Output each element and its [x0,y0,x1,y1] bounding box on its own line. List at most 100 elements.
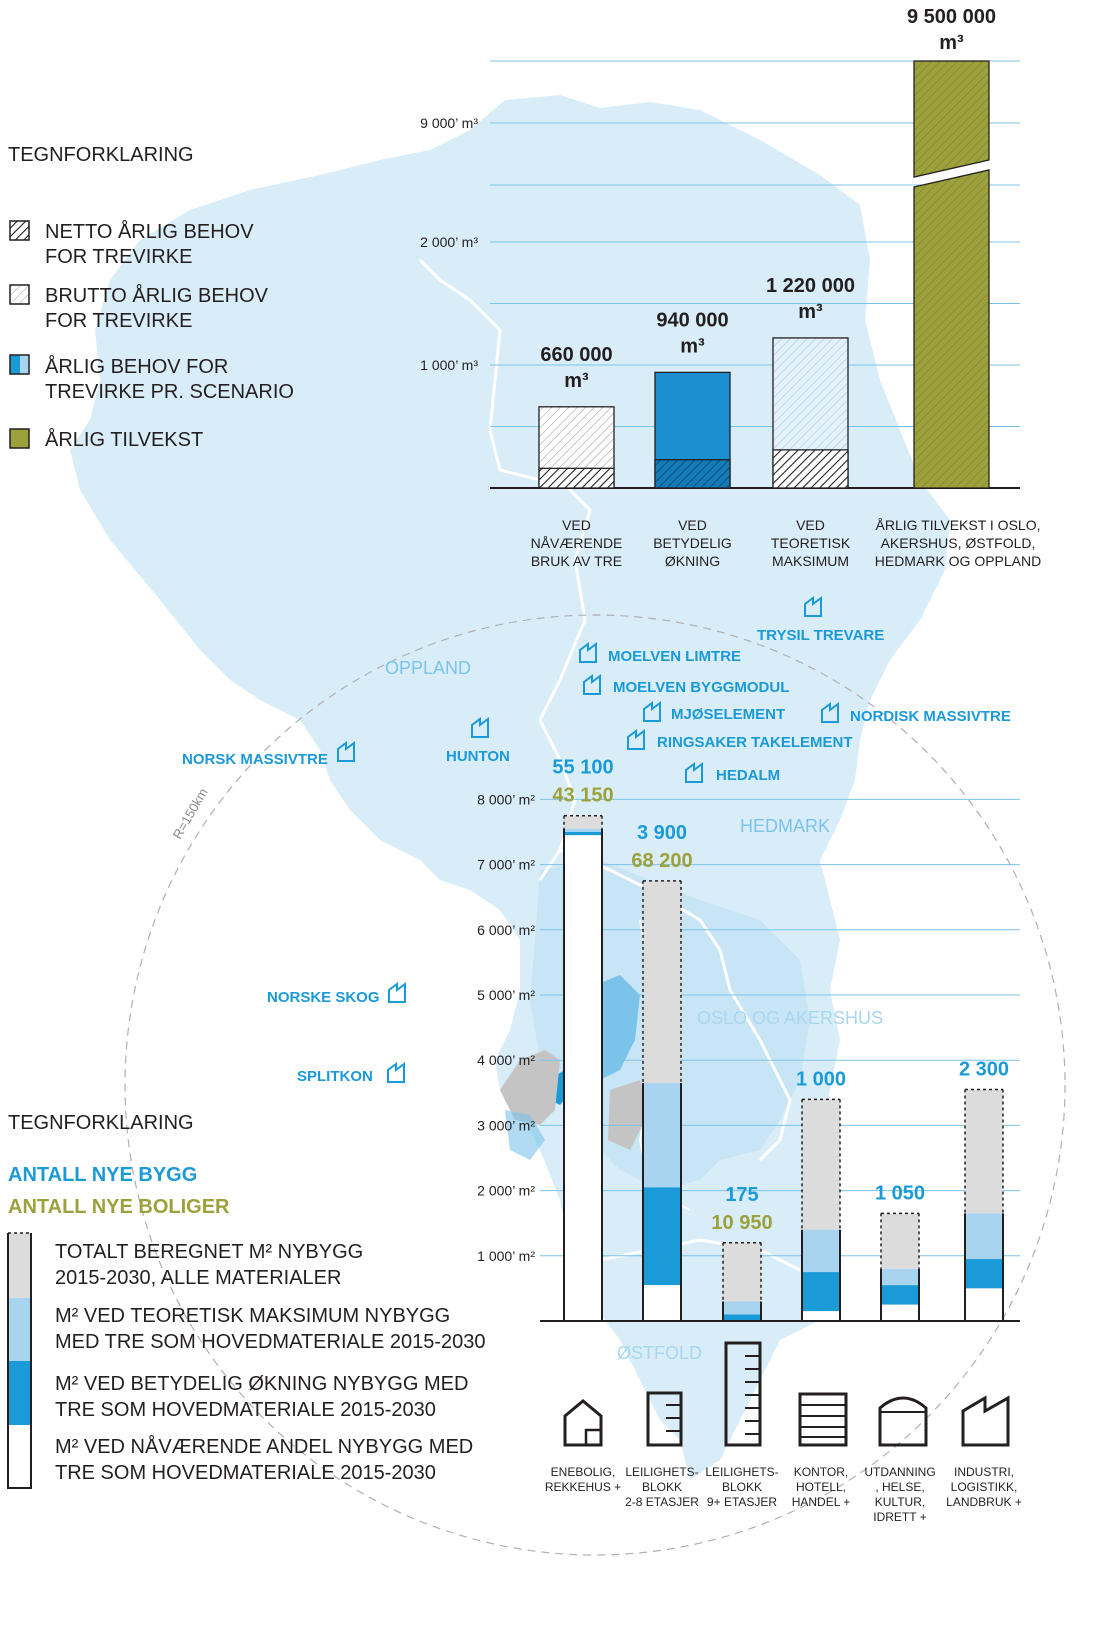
bar-netto [654,459,731,489]
legend-total-line2: 2015-2030, ALLE MATERIALER [55,1267,341,1289]
category-label: UTDANNING [864,1465,935,1479]
y-tick-label: 8 000’ m² [477,791,535,807]
legend-netto-swatch [9,220,30,241]
legend-bottom-title: TEGNFORKLARING [8,1112,194,1134]
legend-brutto-line1: BRUTTO ÅRLIG BEHOV [45,284,269,307]
factory-hedalm: HEDALM [685,763,780,784]
map-border-4 [599,1238,801,1272]
category-label: KULTUR, [875,1495,925,1509]
factory-nordisk-massivtre: NORDISK MASSIVTRE [821,703,1011,725]
category-label: LOGISTIKK, [951,1480,1018,1494]
legend-betydelig-line2: TRE SOM HOVEDMATERIALE 2015-2030 [55,1399,436,1421]
category-label: ENEBOLIG, [551,1465,616,1479]
region-ostfold: ØSTFOLD [617,1343,702,1363]
y-tick-label: 4 000’ m² [477,1052,535,1068]
new-buildings-count: 175 [725,1184,758,1206]
bar-naavarende [881,1304,919,1321]
new-homes-count: 43 150 [552,785,613,807]
category-label: KONTOR, [794,1465,848,1479]
category-label: MAKSIMUM [772,553,849,569]
y-tick-label: 7 000’ m² [477,857,535,873]
new-buildings-count: 55 100 [552,757,613,779]
category-label: TEORETISK [771,535,851,551]
bar-total [564,815,602,829]
bar-total [881,1213,919,1269]
map-akershus-west [505,1110,545,1160]
legend-betydelig-line1: M² VED BETYDELIG ØKNING NYBYGG MED [55,1373,468,1395]
factory-mjoselement: MJØSELEMENT [643,702,785,723]
bar-netto [772,449,849,489]
apartment-low-icon [646,1391,683,1447]
bar-teoretisk-maks [643,1083,681,1188]
legend-top-title: TEGNFORKLARING [8,144,194,166]
bar-betydelig [564,832,602,836]
factory-ringsaker-takelement: RINGSAKER TAKELEMENT [627,730,853,751]
bar-netto [538,467,615,489]
category-label: INDUSTRI, [954,1465,1014,1479]
y-tick-label: 5 000’ m² [477,987,535,1003]
region-labels: OPPLAND HEDMARK OSLO OG AKERSHUS ØSTFOLD [385,658,883,1363]
category-label: LEILIGHETS- [705,1465,778,1479]
factory-norske-skog: NORSKE SKOG [267,983,406,1006]
y-tick-label: 2 000’ m² [477,1183,535,1199]
legend-naa-line1: M² VED NÅVÆRENDE ANDEL NYBYGG MED [55,1435,473,1458]
category-label: , HELSE, [875,1480,924,1494]
factory-label: NORSKE SKOG [267,989,380,1006]
chart-wood-demand: 1 000’ m³ 2 000’ m³ 9 000’ m³ 660 000 m³ VED N… [420,6,1041,569]
category-label: VED [796,517,825,533]
bar-teoretisk-maks [881,1268,919,1286]
value-label: 660 000 [540,344,612,366]
y-tick-label: 9 000’ m³ [420,115,478,131]
factory-label: TRYSIL TREVARE [757,627,884,644]
legend-top: TEGNFORKLARING NETTO ÅRLIG BEHOV FOR TRE… [8,144,294,451]
bar-tilvekst-lower [913,169,990,489]
bar-total [643,880,681,1084]
chart-new-buildings: 1 000’ m² 2 000’ m² 3 000’ m² 4 000’ m² 5 00… [477,757,1022,1524]
factory-hunton: HUNTON [446,718,510,765]
factory-moelven-limtre: MOELVEN LIMTRE [579,643,741,665]
region-oslo-akershus: OSLO OG AKERSHUS [697,1008,883,1028]
region-oppland: OPPLAND [385,658,471,678]
bar-naavarende [802,1311,840,1321]
value-unit: m³ [798,301,823,323]
category-label: HEDMARK OG OPPLAND [875,553,1041,569]
factory-label: MOELVEN LIMTRE [608,648,741,665]
bar-betydelig [881,1285,919,1305]
legend-brutto-line2: FOR TREVIRKE [45,310,192,332]
category-label: LANDBRUK + [946,1495,1022,1509]
house-icon [563,1399,603,1447]
category-label: VED [678,517,707,533]
category-label: BLOKK [722,1480,762,1494]
category-label: HANDEL + [792,1495,851,1509]
factory-label: MJØSELEMENT [671,706,785,723]
bar-teoretisk-maks [723,1301,761,1315]
new-buildings-count: 1 050 [875,1182,925,1204]
category-label: 9+ ETASJER [707,1495,777,1509]
bar-betydelig [965,1259,1003,1289]
factories: TRYSIL TREVARE MOELVEN LIMTRE MOELVEN BY… [182,597,1011,1085]
apartment-high-icon [724,1341,762,1447]
bar-betydelig [643,1187,681,1286]
y-tick-label: 3 000’ m² [477,1117,535,1133]
bar-tilvekst-upper [913,60,990,178]
category-label: IDRETT + [873,1510,926,1524]
new-buildings-count: 1 000 [796,1068,846,1090]
legend-total-line1: TOTALT BEREGNET M² NYBYGG [55,1241,363,1263]
legend-netto-line2: FOR TREVIRKE [45,246,192,268]
legend-bottom-bar [7,1232,32,1489]
region-hedmark: HEDMARK [740,816,830,836]
bar-betydelig [723,1314,761,1321]
category-label: LEILIGHETS- [625,1465,698,1479]
category-label: 2-8 ETASJER [625,1495,699,1509]
legend-tilvekst-line1: ÅRLIG TILVEKST [45,428,203,451]
bar-total [802,1099,840,1230]
legend-maks-line1: M² VED TEORETISK MAKSIMUM NYBYGG [55,1305,450,1327]
category-label: HOTELL, [796,1480,846,1494]
factory-label: MOELVEN BYGGMODUL [613,679,789,696]
factory-label: RINGSAKER TAKELEMENT [657,734,853,751]
factory-label: HUNTON [446,748,510,765]
y-tick-label: 2 000’ m³ [420,234,478,250]
value-label: 9 500 000 [907,6,996,28]
